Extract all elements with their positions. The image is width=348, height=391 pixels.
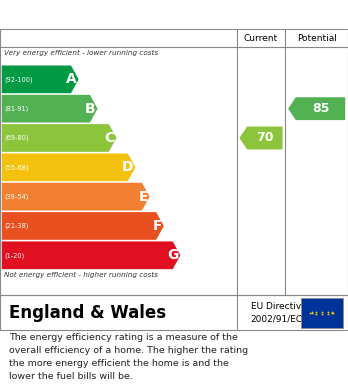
Polygon shape — [2, 95, 97, 122]
Text: C: C — [104, 131, 115, 145]
Text: (81-91): (81-91) — [4, 106, 29, 112]
Text: A: A — [66, 72, 77, 86]
Polygon shape — [2, 124, 117, 152]
Text: D: D — [122, 160, 134, 174]
Text: (92-100): (92-100) — [4, 76, 33, 83]
Text: Not energy efficient - higher running costs: Not energy efficient - higher running co… — [4, 272, 158, 278]
Bar — [301, 298, 343, 328]
Polygon shape — [2, 212, 164, 240]
Text: Current: Current — [244, 34, 278, 43]
Text: Very energy efficient - lower running costs: Very energy efficient - lower running co… — [4, 50, 158, 56]
Text: E: E — [139, 190, 148, 204]
Polygon shape — [288, 97, 345, 120]
Text: 70: 70 — [256, 131, 274, 145]
Text: (21-38): (21-38) — [4, 223, 29, 229]
Polygon shape — [2, 153, 135, 181]
Polygon shape — [239, 127, 283, 149]
Text: (39-54): (39-54) — [4, 194, 29, 200]
Polygon shape — [2, 183, 150, 210]
Text: The energy efficiency rating is a measure of the
overall efficiency of a home. T: The energy efficiency rating is a measur… — [9, 334, 248, 381]
Text: (1-20): (1-20) — [4, 252, 24, 258]
Text: (55-68): (55-68) — [4, 164, 29, 170]
Text: B: B — [85, 102, 96, 116]
Text: EU Directive
2002/91/EC: EU Directive 2002/91/EC — [251, 302, 307, 323]
Text: England & Wales: England & Wales — [9, 304, 166, 322]
Text: (69-80): (69-80) — [4, 135, 29, 141]
Text: Potential: Potential — [297, 34, 337, 43]
Text: 85: 85 — [312, 102, 329, 115]
Polygon shape — [2, 65, 79, 93]
Text: G: G — [167, 248, 179, 262]
Text: F: F — [153, 219, 162, 233]
Polygon shape — [2, 241, 180, 269]
Text: Energy Efficiency Rating: Energy Efficiency Rating — [9, 7, 211, 22]
